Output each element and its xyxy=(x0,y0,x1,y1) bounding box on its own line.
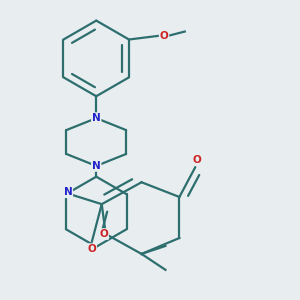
Text: O: O xyxy=(193,155,202,165)
Text: O: O xyxy=(160,31,168,40)
Text: N: N xyxy=(64,187,72,197)
Text: O: O xyxy=(99,229,108,239)
Text: O: O xyxy=(87,244,96,254)
Text: N: N xyxy=(92,161,100,171)
Text: N: N xyxy=(92,113,100,123)
